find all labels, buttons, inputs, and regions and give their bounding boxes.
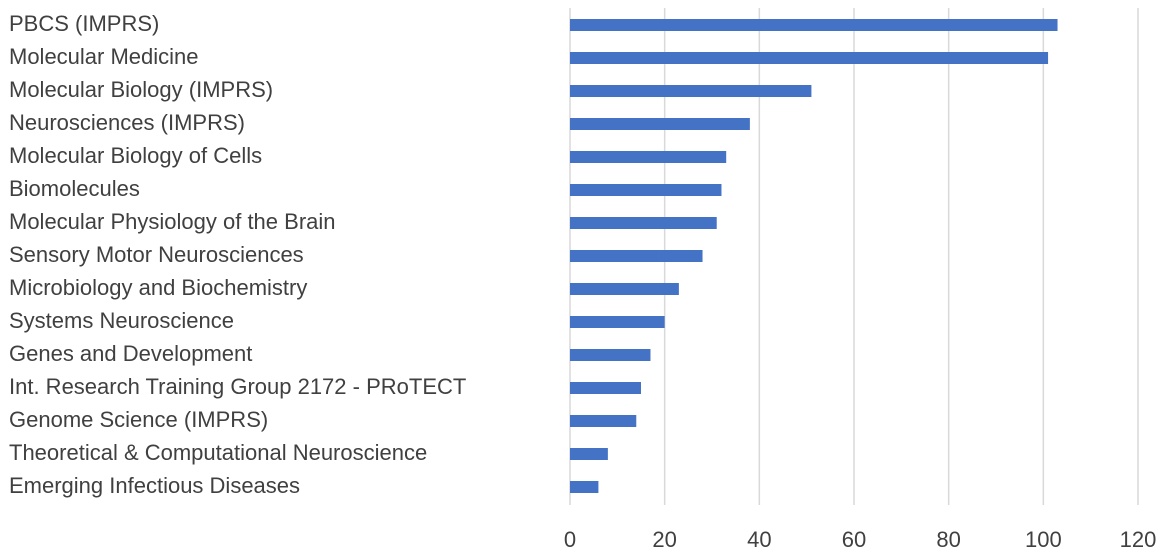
bar xyxy=(570,217,717,229)
y-tick-label: Microbiology and Biochemistry xyxy=(9,275,307,300)
bar xyxy=(570,349,651,361)
y-tick-label: Molecular Medicine xyxy=(9,44,199,69)
bar xyxy=(570,85,812,97)
y-tick-label: Molecular Biology (IMPRS) xyxy=(9,77,273,102)
bar xyxy=(570,151,727,163)
bar xyxy=(570,19,1058,31)
y-tick-label: PBCS (IMPRS) xyxy=(9,11,159,36)
bar xyxy=(570,316,665,328)
x-tick-label: 120 xyxy=(1120,527,1157,552)
y-tick-label: Int. Research Training Group 2172 - PRoT… xyxy=(9,374,466,399)
y-tick-label: Biomolecules xyxy=(9,176,140,201)
bar xyxy=(570,184,722,196)
bar xyxy=(570,382,641,394)
bar xyxy=(570,283,679,295)
y-tick-label: Theoretical & Computational Neuroscience xyxy=(9,440,427,465)
x-tick-label: 100 xyxy=(1025,527,1062,552)
y-tick-label: Genes and Development xyxy=(9,341,252,366)
bar xyxy=(570,118,750,130)
y-tick-label: Genome Science (IMPRS) xyxy=(9,407,268,432)
y-tick-label: Molecular Biology of Cells xyxy=(9,143,262,168)
x-tick-label: 40 xyxy=(747,527,771,552)
x-tick-label: 80 xyxy=(936,527,960,552)
x-tick-label: 20 xyxy=(652,527,676,552)
y-tick-label: Neurosciences (IMPRS) xyxy=(9,110,245,135)
bar xyxy=(570,52,1049,64)
y-tick-label: Molecular Physiology of the Brain xyxy=(9,209,336,234)
x-tick-label: 60 xyxy=(842,527,866,552)
y-tick-label: Emerging Infectious Diseases xyxy=(9,473,300,498)
y-tick-label: Sensory Motor Neurosciences xyxy=(9,242,304,267)
bar xyxy=(570,415,637,427)
bar xyxy=(570,448,608,460)
bar xyxy=(570,250,703,262)
x-tick-label: 0 xyxy=(564,527,576,552)
bar xyxy=(570,481,599,493)
y-tick-label: Systems Neuroscience xyxy=(9,308,234,333)
